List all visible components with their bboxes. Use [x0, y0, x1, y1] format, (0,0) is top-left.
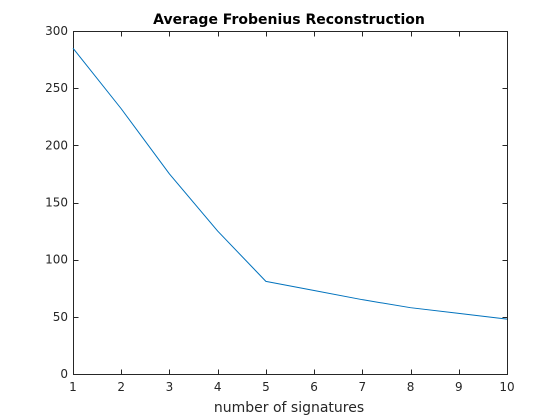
y-tick-label: 50: [53, 310, 68, 324]
x-tick-label: 7: [359, 380, 367, 394]
y-tick-label: 100: [45, 253, 68, 267]
y-tick-label: 150: [45, 196, 68, 210]
y-tick-label: 250: [45, 81, 68, 95]
chart-title: Average Frobenius Reconstruction: [153, 12, 425, 28]
x-tick-label: 10: [499, 380, 514, 394]
axes-box: [73, 31, 508, 375]
x-tick-label: 2: [117, 380, 125, 394]
x-axis-label: number of signatures: [214, 400, 364, 416]
x-tick-label: 5: [262, 380, 270, 394]
series-line: [72, 47, 508, 320]
x-tick-label: 9: [455, 380, 463, 394]
y-tick-label: 0: [60, 367, 68, 381]
y-tick-label: 200: [45, 138, 68, 152]
y-tick-label: 300: [45, 24, 68, 38]
x-tick-label: 8: [407, 380, 415, 394]
x-tick-label: 1: [69, 380, 77, 394]
x-tick-label: 6: [310, 380, 318, 394]
x-tick-label: 3: [166, 380, 174, 394]
x-tick-label: 4: [214, 380, 222, 394]
